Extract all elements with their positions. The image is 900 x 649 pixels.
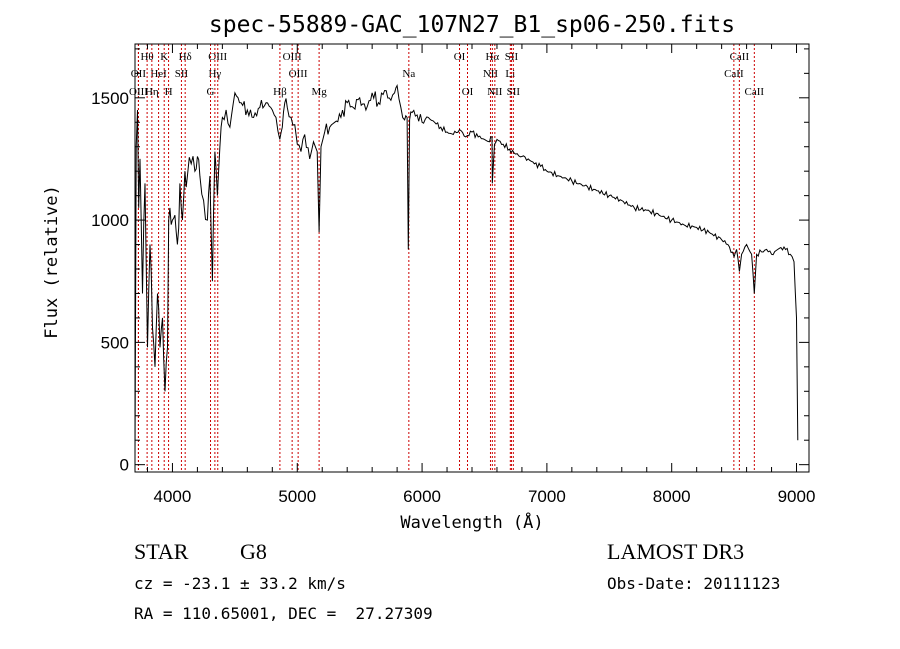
line-marker-label: SII [505, 51, 519, 63]
line-marker-label: OIII [283, 51, 302, 63]
axis-ticks: 4000 5000 6000 7000 8000 9000 0 500 1000 1500 [91, 44, 815, 506]
x-tick-label: 5000 [278, 487, 316, 506]
line-marker-label: G [207, 86, 215, 98]
survey-name: LAMOST DR3 [607, 539, 745, 564]
line-marker-label: H [165, 86, 173, 98]
line-marker-label: OI [454, 51, 466, 63]
line-marker-label: NII [487, 86, 503, 98]
line-marker-label: Na [402, 68, 415, 80]
x-tick-label: 8000 [653, 487, 691, 506]
line-marker-label: SII [507, 86, 521, 98]
x-tick-label: 4000 [154, 487, 192, 506]
line-marker-label: CaII [745, 86, 765, 98]
line-marker-label: CaII [730, 51, 750, 63]
y-tick-label: 0 [120, 456, 129, 475]
line-marker-label: Hα [485, 51, 499, 63]
x-tick-label: 6000 [403, 487, 441, 506]
line-marker-label: OIII [289, 68, 308, 80]
x-tick-label: 9000 [778, 487, 816, 506]
line-marker-label: HeI [150, 68, 167, 80]
line-marker-label: K [160, 51, 168, 63]
spectral-class: STAR [134, 539, 189, 564]
line-marker-label: Li [505, 68, 515, 80]
spectrum-line [134, 84, 799, 458]
line-marker-label: OIII [129, 86, 148, 98]
line-marker-label: Hγ [208, 68, 221, 80]
spectral-subclass: G8 [240, 539, 267, 564]
line-marker-label: OIII [208, 51, 227, 63]
y-tick-label: 1500 [91, 89, 129, 108]
line-marker-label: OI [462, 86, 474, 98]
chart-title: spec-55889-GAC_107N27_B1_sp06-250.fits [209, 12, 735, 38]
line-marker-label: SII [175, 68, 189, 80]
line-marker-label: Hδ [179, 51, 192, 63]
plot-frame [134, 43, 810, 473]
line-marker-label: NII [483, 68, 499, 80]
line-marker-label: Hβ [273, 86, 287, 98]
redshift-velocity: cz = -23.1 ± 33.2 km/s [134, 574, 346, 593]
series-layer [134, 84, 799, 458]
line-marker-label: Hη [145, 86, 159, 98]
line-marker-label: Hθ [140, 51, 153, 63]
y-tick-label: 500 [101, 333, 129, 352]
line-marker-label: CaII [724, 68, 744, 80]
x-axis-label: Wavelength (Å) [400, 511, 543, 533]
x-tick-label: 7000 [528, 487, 566, 506]
coordinates: RA = 110.65001, DEC = 27.27309 [134, 604, 433, 623]
line-marker-label: Mg [311, 86, 327, 98]
y-axis-label: Flux (relative) [42, 185, 62, 339]
y-tick-label: 1000 [91, 211, 129, 230]
observation-date: Obs-Date: 20111123 [607, 574, 781, 593]
